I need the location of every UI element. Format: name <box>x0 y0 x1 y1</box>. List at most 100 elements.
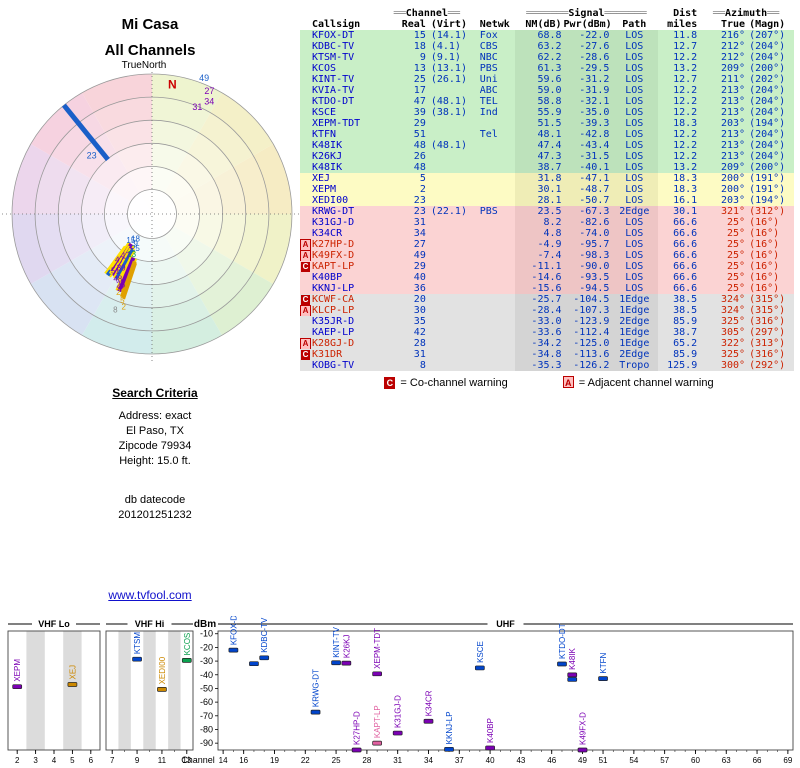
table-row: A K27HP-D 27 -4.9 -95.7 LOS 66.6 25° (16°) <box>300 239 794 250</box>
cell-miles: 16.1 <box>658 195 699 206</box>
chart-callsign-label: K27HP-D <box>353 711 362 745</box>
cell-miles: 85.9 <box>658 316 699 327</box>
chart-marker <box>485 745 495 751</box>
cell-path: 1Edge <box>610 305 659 316</box>
cell-true: 321° <box>698 206 747 217</box>
cell-virt: (26.1) <box>426 74 475 85</box>
col-true: True <box>720 19 746 30</box>
chart-marker <box>423 718 434 724</box>
cell-miles: 18.3 <box>658 173 699 184</box>
chart-marker <box>67 682 78 687</box>
chart-callsign-label: K26KJ <box>342 635 351 659</box>
true-north-label: TrueNorth <box>122 60 167 71</box>
chart-marker <box>372 671 383 677</box>
chart-callsign-label: KAPT-LP <box>373 705 382 738</box>
band-panel <box>217 630 794 751</box>
cell-path: 2Edge <box>610 316 659 327</box>
cell-virt <box>426 118 475 129</box>
cell-magn: (16°) <box>746 217 794 228</box>
radar-channel-label: 8 <box>113 305 118 314</box>
cell-miles: 125.9 <box>658 360 699 371</box>
radar-channel-label: 18 <box>131 234 140 243</box>
cell-flag <box>300 107 311 118</box>
cell-netwk <box>474 250 515 261</box>
chart-marker <box>598 676 608 681</box>
cell-netwk <box>474 327 515 338</box>
cell-miles: 18.3 <box>658 184 699 195</box>
col-callsign: Callsign <box>312 19 361 30</box>
cell-netwk <box>474 195 515 206</box>
cell-callsign: K31GJ-D <box>311 217 379 228</box>
cell-callsign: K48IK <box>311 162 379 173</box>
cell-path: 1Edge <box>610 338 659 349</box>
adjacent-channel-flag-icon: A <box>300 239 311 250</box>
table-row: C KCWF-CA 20 -25.7 -104.5 1Edge 38.5 324° (315°) <box>300 294 794 305</box>
adjacent-channel-flag-icon: A <box>300 305 311 316</box>
cell-path: LOS <box>610 261 659 272</box>
table-row: K48IK 48 38.7 -40.1 LOS 13.2 209° (200°) <box>300 162 794 173</box>
cell-flag <box>300 30 311 41</box>
cell-netwk: NBC <box>474 52 515 63</box>
band-shaded-column <box>26 631 45 750</box>
cell-netwk: ABC <box>474 85 515 96</box>
radar-channel-label: 26 <box>116 280 125 289</box>
cell-path: LOS <box>610 217 659 228</box>
search-address-line: Address: exact <box>118 410 192 422</box>
table-row: KTDO-DT 47 (48.1) TEL 58.8 -32.1 LOS 12.2 213° (2… <box>300 96 794 107</box>
signal-table-grid: ══Channel══ ═══════Signal═══════ Dist ══… <box>300 8 794 371</box>
chart-marker <box>351 747 362 753</box>
cell-callsign: KCOS <box>311 63 379 74</box>
cell-netwk <box>474 294 515 305</box>
cell-nm: 47.3 <box>514 151 563 162</box>
cell-netwk <box>474 217 515 228</box>
cell-path: 1Edge <box>610 327 659 338</box>
cell-virt <box>426 162 475 173</box>
cell-callsign: KKNJ-LP <box>311 283 379 294</box>
cell-nm: -4.9 <box>514 239 563 250</box>
cell-netwk <box>474 162 515 173</box>
radar-channel-label: 47 <box>115 256 124 265</box>
cell-pwr: -93.5 <box>562 272 611 283</box>
cell-nm: -33.6 <box>514 327 563 338</box>
cell-true: 324° <box>698 305 747 316</box>
cell-miles: 12.2 <box>658 129 699 140</box>
tvfool-link[interactable]: www.tvfool.com <box>108 588 192 602</box>
cell-true: 305° <box>698 327 747 338</box>
chart-callsign-label: KFOX-DT <box>229 616 238 645</box>
cell-callsign: XEPM <box>311 184 379 195</box>
report-title-line2: All Channels <box>104 42 196 59</box>
cell-virt <box>426 217 475 228</box>
cell-magn: (202°) <box>746 74 794 85</box>
channel-tick-label: 6 <box>89 756 94 765</box>
cell-netwk <box>474 349 515 360</box>
cell-nm: 4.8 <box>514 228 563 239</box>
cell-real: 29 <box>379 118 427 129</box>
cell-callsign: KVIA-TV <box>311 85 379 96</box>
cell-virt: (9.1) <box>426 52 475 63</box>
channel-tick-label: 19 <box>270 756 279 765</box>
channel-tick-label: 69 <box>783 756 792 765</box>
cell-netwk <box>474 151 515 162</box>
cell-virt <box>426 85 475 96</box>
cell-path: 1Edge <box>610 294 659 305</box>
cell-netwk: Ind <box>474 107 515 118</box>
cell-pwr: -94.5 <box>562 283 611 294</box>
table-row: KFOX-DT 15 (14.1) Fox 68.8 -22.0 LOS 11.8 216° (2… <box>300 30 794 41</box>
chart-callsign-label: K31GJ-D <box>394 695 403 728</box>
cell-true: 209° <box>698 162 747 173</box>
cell-nm: 38.7 <box>514 162 563 173</box>
cell-flag: A <box>300 250 311 261</box>
chart-callsign-label: KTSM <box>133 632 142 655</box>
cell-miles: 65.2 <box>658 338 699 349</box>
cell-callsign: KAPT-LP <box>311 261 379 272</box>
chart-marker <box>228 647 239 653</box>
cell-pwr: -31.9 <box>562 85 611 96</box>
cell-magn: (315°) <box>746 305 794 316</box>
radar-channel-label: 51 <box>111 266 120 275</box>
cell-miles: 18.3 <box>658 118 699 129</box>
radar-channel-label: 23 <box>87 151 97 161</box>
cell-nm: -28.4 <box>514 305 563 316</box>
cell-nm: -33.0 <box>514 316 563 327</box>
cell-flag <box>300 162 311 173</box>
channel-tick-label: 46 <box>547 756 556 765</box>
